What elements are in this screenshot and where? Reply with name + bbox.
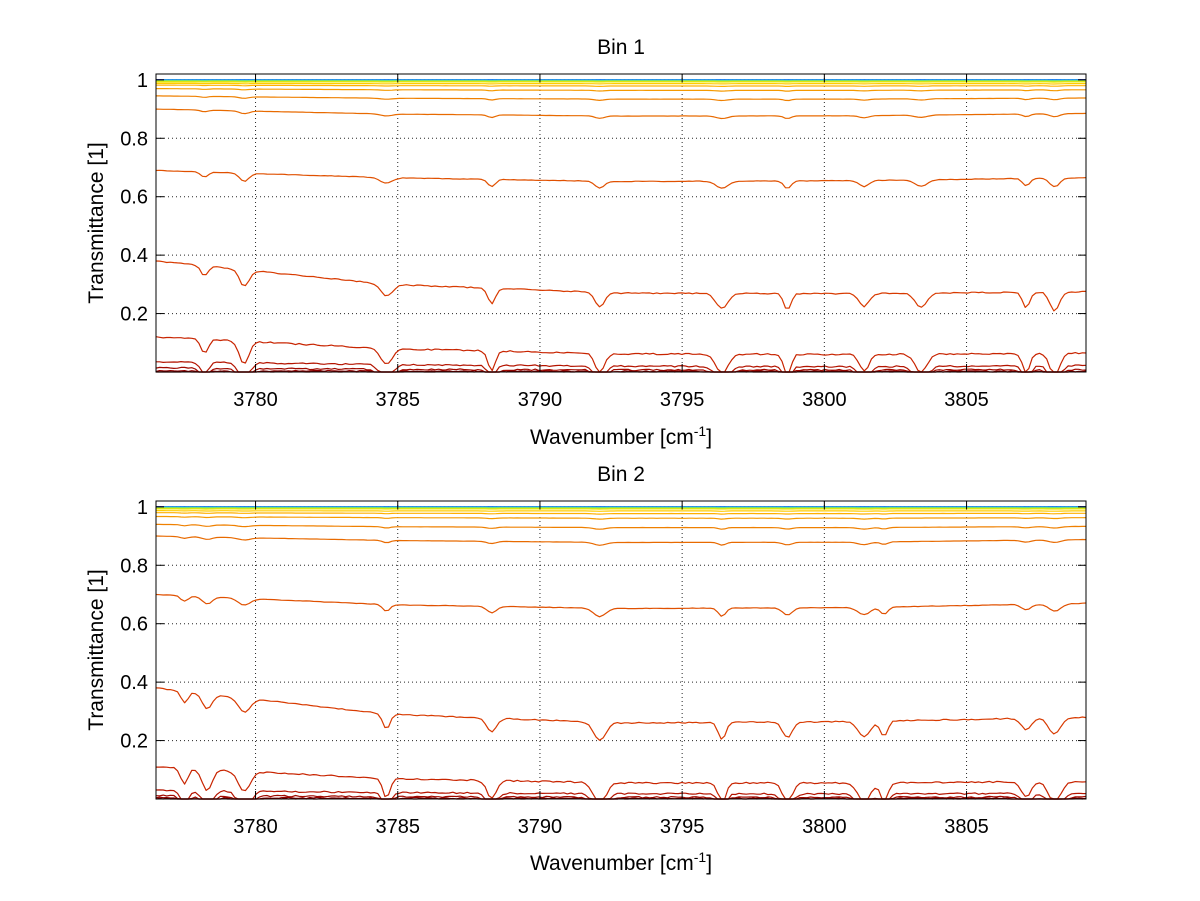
series-line — [156, 512, 1086, 515]
x-tick-label: 3805 — [944, 816, 989, 838]
series-line — [155, 789, 1087, 800]
x-tick-label: 3785 — [375, 389, 420, 411]
ticks: 3780 3785 3790 3795 3800 3805 0.2 0.4 0.6 0.8 1 — [120, 497, 1086, 838]
y-tick-label: 0.8 — [120, 128, 148, 150]
y-tick-label: 1 — [137, 497, 148, 519]
axes-frame — [155, 73, 1087, 373]
series-line — [155, 169, 1087, 189]
series-line — [156, 766, 1087, 800]
x-tick-label: 3800 — [802, 816, 847, 838]
series-line — [155, 336, 1087, 373]
y-tick-label: 0.2 — [120, 731, 148, 753]
x-axis-title: Wavenumber [cm-1] — [530, 849, 712, 875]
x-tick-label: 3780 — [233, 816, 278, 838]
series-line — [156, 82, 1086, 85]
y-axis-title: Transmittance [1] — [85, 142, 108, 303]
series-line — [156, 515, 1087, 520]
series-line — [155, 535, 1087, 546]
x-tick-label: 3795 — [660, 389, 705, 411]
y-tick-label: 0.6 — [120, 187, 148, 209]
series-line — [156, 87, 1086, 92]
x-tick-label: 3790 — [518, 816, 563, 838]
ticks: 3780 3785 3790 3795 3800 3805 0.2 0.4 0.6 0.8 1 — [120, 70, 1086, 411]
series-line — [156, 361, 1087, 373]
x-tick-label: 3805 — [944, 389, 989, 411]
axes-frame — [155, 500, 1087, 800]
panel-title: Bin 1 — [597, 36, 645, 59]
x-tick-label: 3795 — [660, 816, 705, 838]
y-tick-label: 1 — [137, 70, 148, 92]
x-tick-label: 3780 — [233, 389, 278, 411]
x-tick-label: 3785 — [375, 816, 420, 838]
series-line — [156, 510, 1086, 512]
series-line — [156, 95, 1086, 102]
y-axis-title: Transmittance [1] — [85, 569, 108, 730]
x-axis-title: Wavenumber [cm-1] — [530, 423, 712, 449]
y-tick-label: 0.2 — [120, 304, 148, 326]
panel-title: Bin 2 — [597, 463, 645, 486]
y-tick-label: 0.8 — [120, 555, 148, 577]
series-line — [155, 593, 1087, 618]
panel-bin-2: Bin 2 3780 3785 3790 3795 3800 3805 0.2 0.4 0.6 0… — [85, 463, 1087, 875]
x-tick-label: 3800 — [802, 389, 847, 411]
y-tick-label: 0.4 — [120, 672, 148, 694]
y-tick-label: 0.6 — [120, 614, 148, 636]
y-tick-label: 0.4 — [120, 245, 148, 267]
series-line — [155, 260, 1087, 312]
series-line — [156, 523, 1086, 530]
series-line — [155, 687, 1087, 741]
series-line — [155, 108, 1087, 120]
series-line — [156, 84, 1086, 88]
x-tick-label: 3790 — [518, 389, 563, 411]
panel-bin-1: Bin 1 3780 3785 3790 3795 3800 3805 0.2 0.4 0.6 0… — [85, 36, 1087, 449]
